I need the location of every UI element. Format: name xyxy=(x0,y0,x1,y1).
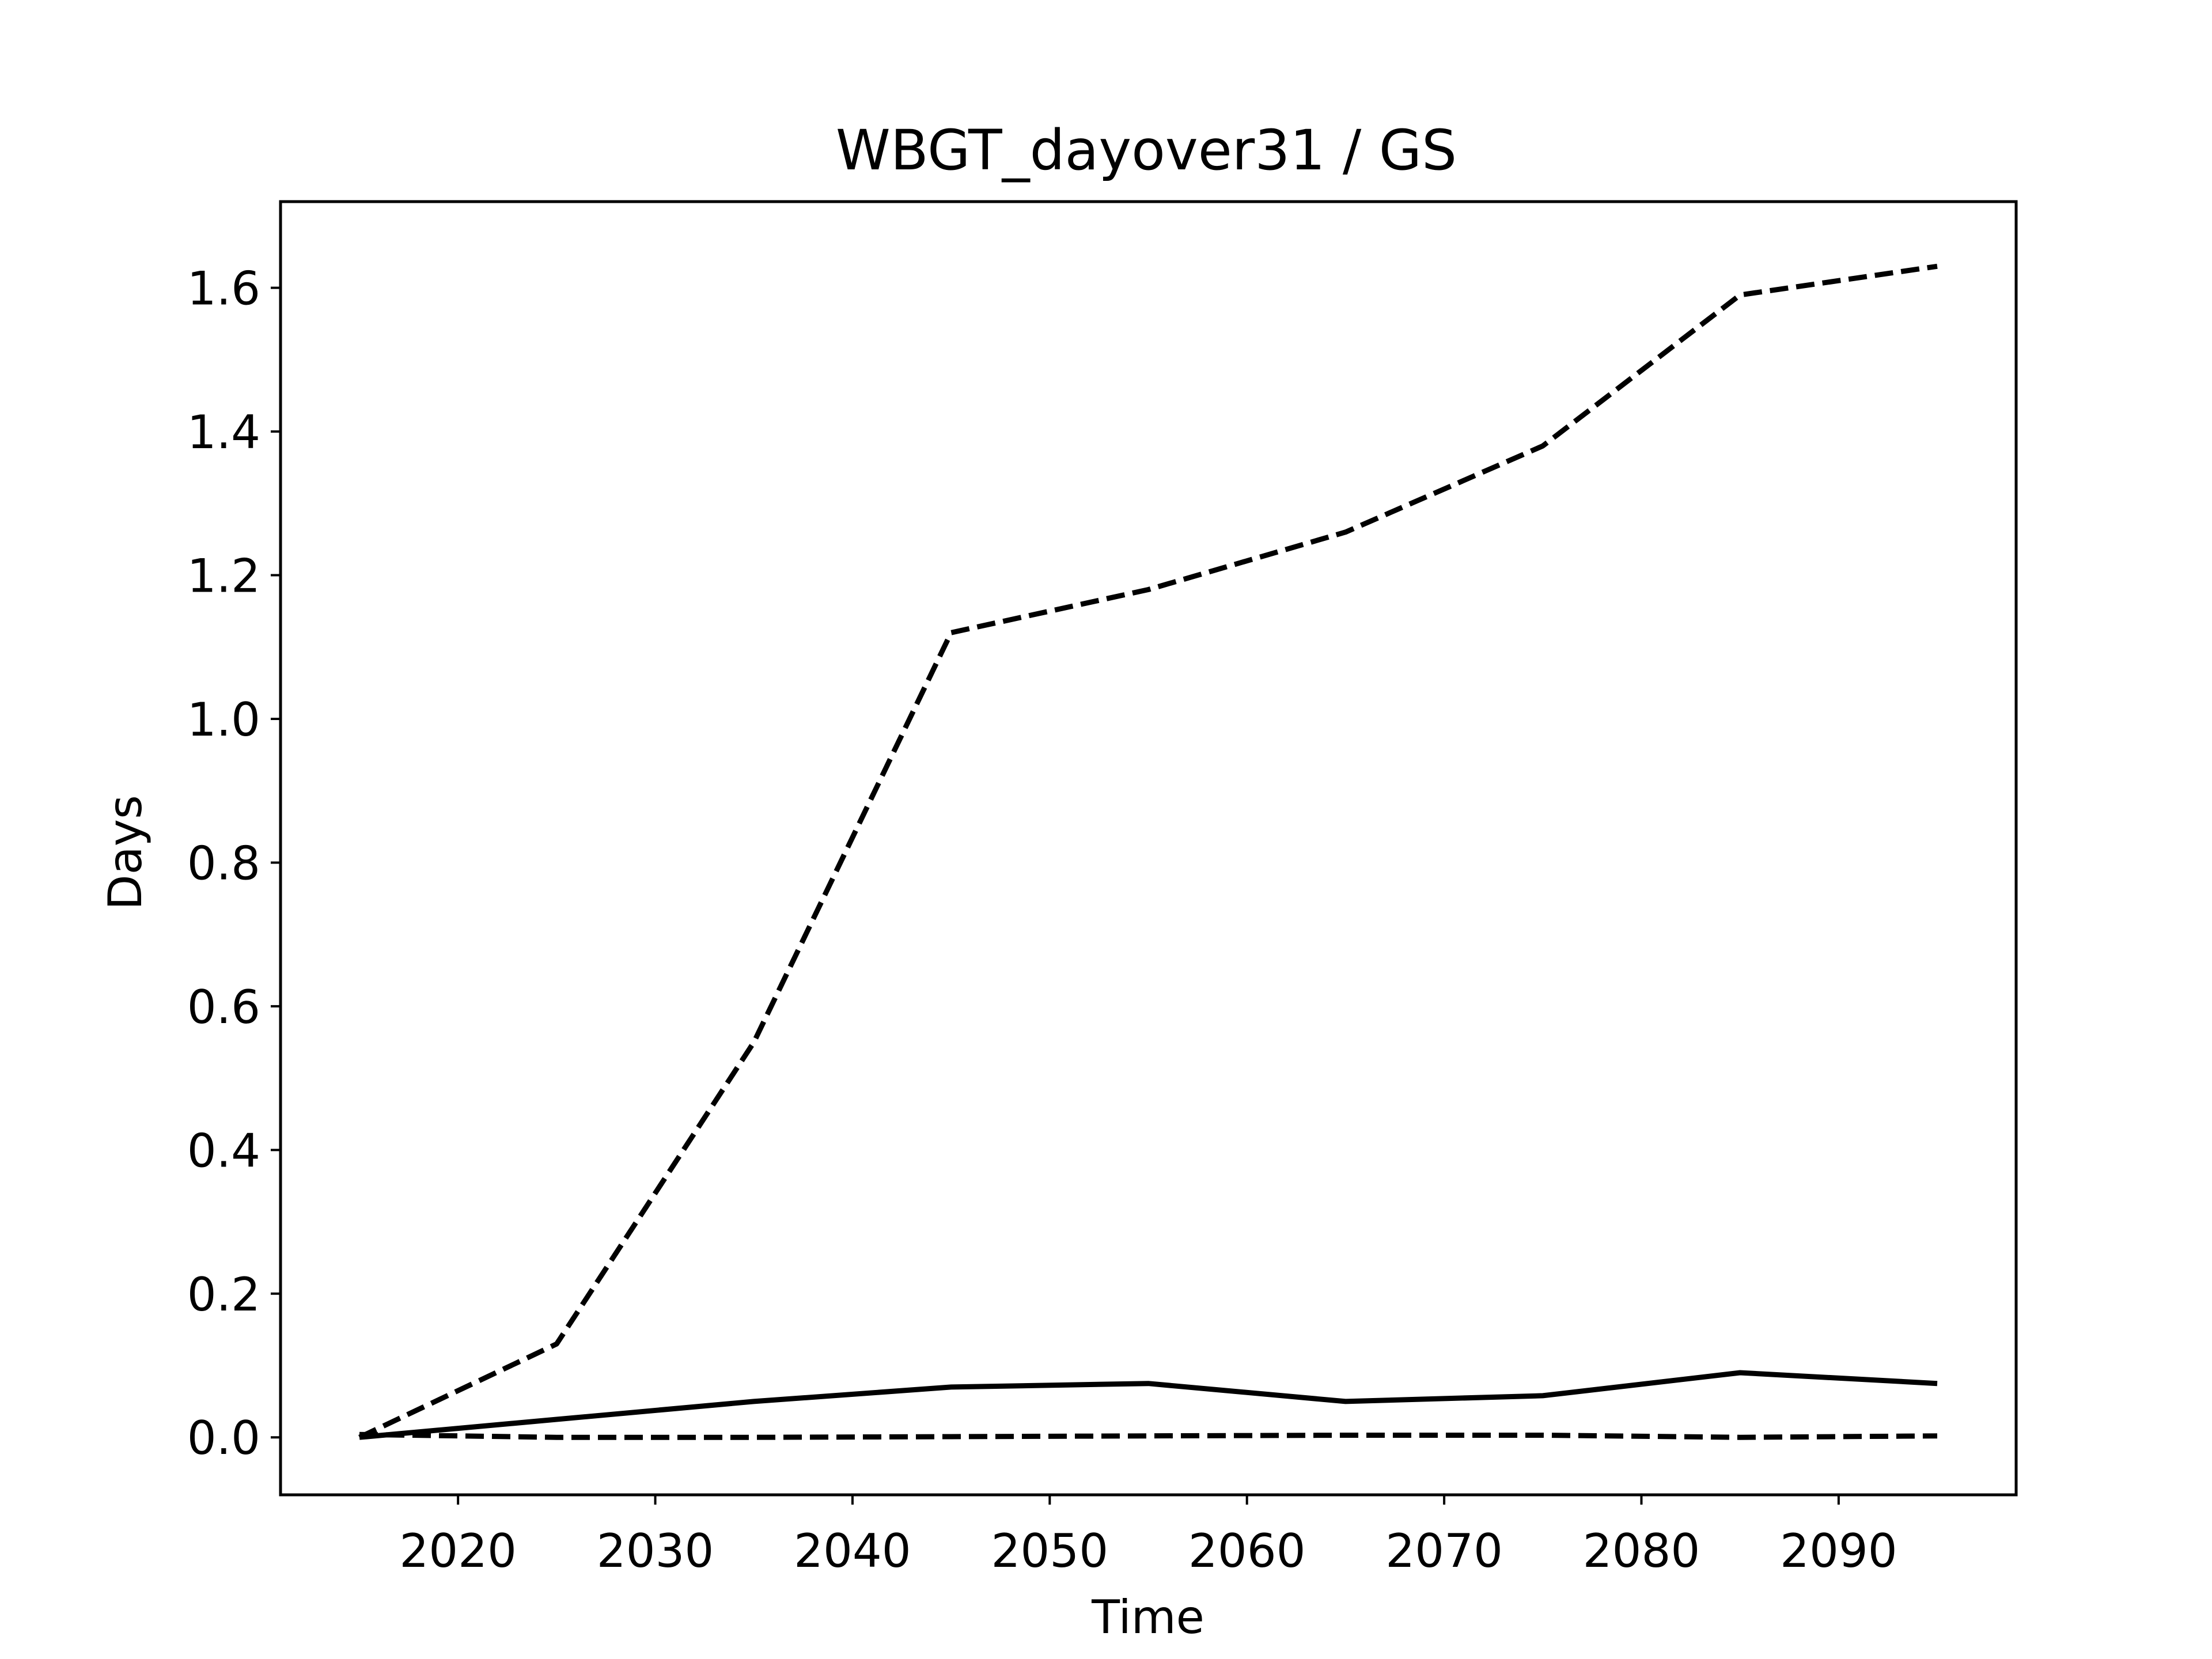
y-tick-label-1.2: 1.2 xyxy=(187,550,260,603)
y-axis-label: Days xyxy=(99,795,152,910)
series-line-1 xyxy=(358,263,1938,1440)
x-tick-label-2070: 2070 xyxy=(1385,1524,1503,1578)
y-tick-label-0.2: 0.2 xyxy=(187,1268,260,1321)
x-tick-label-2080: 2080 xyxy=(1583,1524,1700,1578)
x-axis-label: Time xyxy=(1091,1590,1205,1644)
x-tick-label-2040: 2040 xyxy=(794,1524,911,1578)
series-layer xyxy=(358,263,1938,1440)
y-axis-ticks: 0.0 0.2 0.4 0.6 0.8 1.0 1.2 1.4 1.6 xyxy=(187,262,281,1465)
y-tick-label-1.0: 1.0 xyxy=(187,693,260,747)
x-tick-label-2090: 2090 xyxy=(1780,1524,1897,1578)
series-line-2 xyxy=(359,1370,1938,1440)
y-tick-label-0.0: 0.0 xyxy=(187,1411,260,1465)
y-tick-label-1.4: 1.4 xyxy=(187,406,260,459)
x-tick-label-2030: 2030 xyxy=(597,1524,714,1578)
x-tick-label-2020: 2020 xyxy=(399,1524,517,1578)
x-axis-ticks: 2020 2030 2040 2050 2060 2070 2080 2090 xyxy=(399,1495,1897,1578)
y-tick-label-0.6: 0.6 xyxy=(187,980,260,1034)
chart-title: WBGT_dayover31 / GS xyxy=(836,118,1457,183)
x-tick-label-2060: 2060 xyxy=(1188,1524,1306,1578)
y-tick-label-0.4: 0.4 xyxy=(187,1124,260,1177)
plot-frame xyxy=(279,200,2018,1497)
x-tick-label-2050: 2050 xyxy=(991,1524,1109,1578)
series-line-3 xyxy=(359,1431,1938,1440)
y-tick-label-0.8: 0.8 xyxy=(187,836,260,890)
y-tick-label-1.6: 1.6 xyxy=(187,262,260,316)
